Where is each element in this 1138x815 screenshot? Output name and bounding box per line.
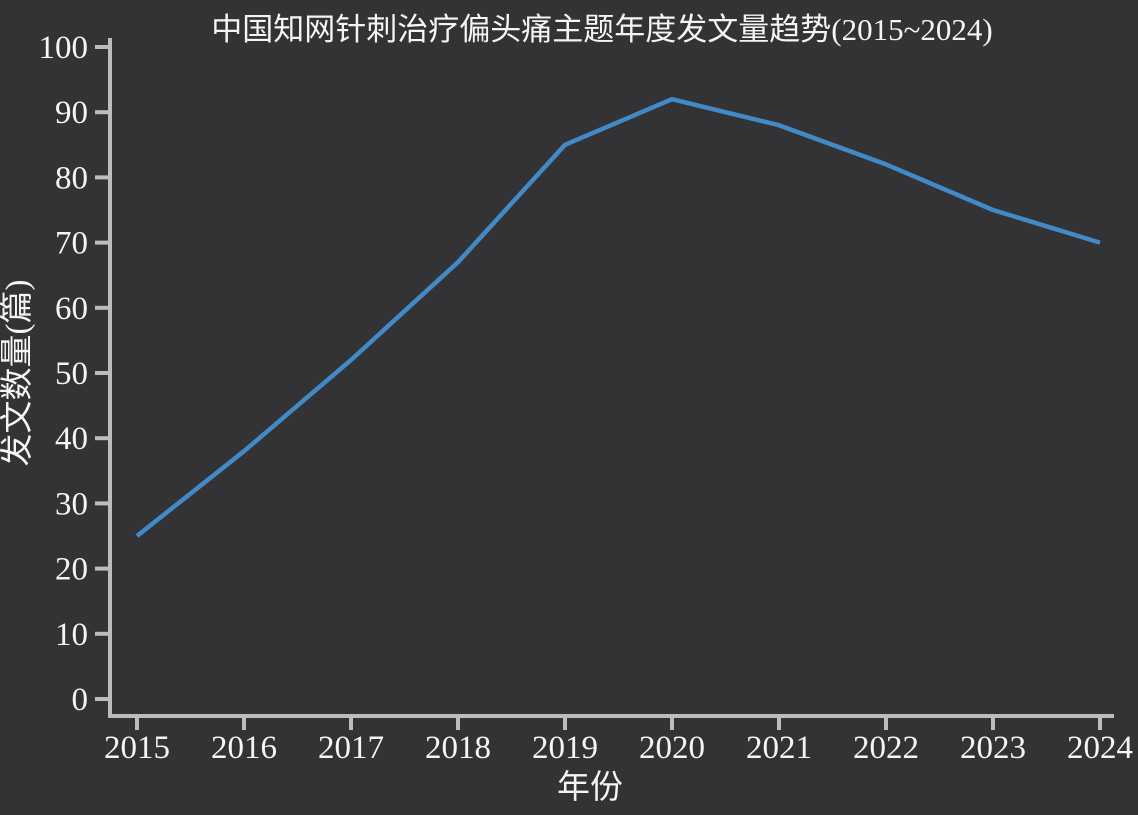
y-tick-mark xyxy=(95,305,108,310)
axes xyxy=(108,38,1114,718)
y-tick-mark xyxy=(95,566,108,571)
y-tick-mark xyxy=(95,240,108,245)
chart-title: 中国知网针刺治疗偏头痛主题年度发文量趋势(2015~2024) xyxy=(211,12,992,47)
y-axis-label: 发文数量(篇) xyxy=(0,280,36,467)
y-tick-label: 70 xyxy=(55,226,88,262)
x-tick-mark xyxy=(1098,718,1102,730)
x-tick-label: 2022 xyxy=(853,730,919,766)
trend-line-series xyxy=(135,96,1101,538)
x-tick-label: 2015 xyxy=(104,730,170,766)
x-tick-mark xyxy=(991,718,995,730)
y-tick-label: 0 xyxy=(72,682,89,718)
y-tick-label: 90 xyxy=(55,95,88,131)
x-axis-label: 年份 xyxy=(557,769,623,806)
y-tick-mark xyxy=(95,110,108,115)
x-tick-label: 2018 xyxy=(425,730,491,766)
x-tick-mark xyxy=(884,718,888,730)
y-axis-ticks: 0 10 20 30 40 50 60 70 80 90 100 xyxy=(39,30,108,718)
x-tick-mark xyxy=(777,718,781,730)
y-axis-spine xyxy=(108,38,112,718)
y-tick-mark xyxy=(95,371,108,375)
y-tick-label: 60 xyxy=(55,291,88,327)
x-tick-label: 2021 xyxy=(746,730,812,766)
x-tick-mark xyxy=(349,718,353,730)
x-tick-mark xyxy=(242,718,246,730)
y-tick-label: 80 xyxy=(55,160,88,196)
y-tick-label: 10 xyxy=(55,617,88,653)
y-tick-label: 50 xyxy=(55,356,88,392)
x-tick-label: 2023 xyxy=(960,730,1026,766)
y-tick-mark xyxy=(95,501,108,506)
x-tick-mark xyxy=(563,718,567,730)
x-axis-ticks: 2015 2016 2017 2018 2019 2020 2021 2022 2023 2024 xyxy=(104,718,1133,766)
x-tick-label: 2016 xyxy=(211,730,277,766)
x-tick-label: 2019 xyxy=(532,730,598,766)
y-tick-label: 20 xyxy=(55,552,88,588)
x-tick-label: 2024 xyxy=(1067,730,1133,766)
x-axis-spine xyxy=(108,714,1114,718)
x-tick-mark xyxy=(670,718,674,730)
y-tick-label: 40 xyxy=(55,421,88,457)
x-tick-label: 2017 xyxy=(318,730,384,766)
y-tick-mark xyxy=(95,45,108,49)
x-tick-mark xyxy=(135,718,139,730)
x-tick-mark xyxy=(456,718,460,730)
y-tick-label: 100 xyxy=(39,30,89,66)
y-tick-mark xyxy=(95,436,108,441)
x-tick-label: 2020 xyxy=(639,730,705,766)
y-tick-mark xyxy=(95,631,108,636)
y-tick-mark xyxy=(95,175,108,180)
y-tick-mark xyxy=(95,697,108,701)
y-tick-label: 30 xyxy=(55,486,88,522)
